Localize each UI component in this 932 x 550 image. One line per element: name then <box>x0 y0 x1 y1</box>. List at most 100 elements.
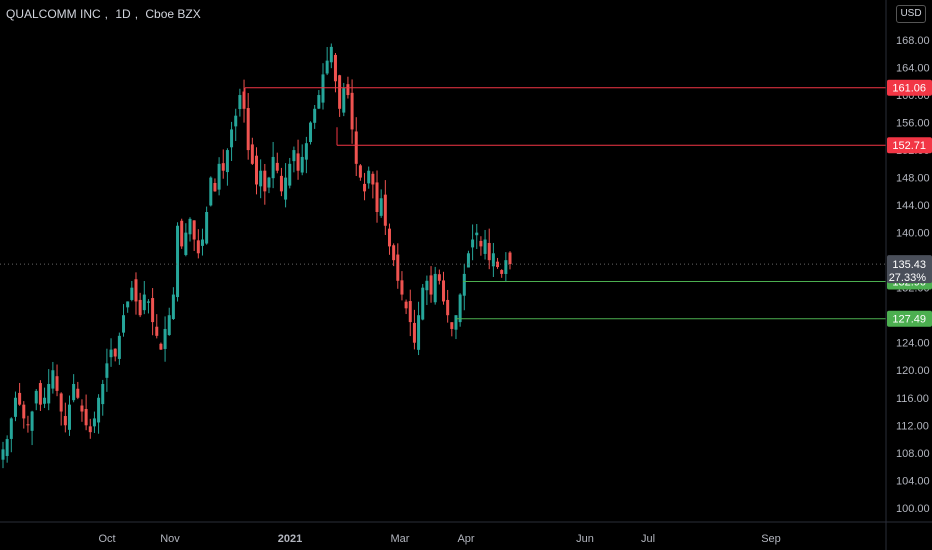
candle-body <box>433 273 437 303</box>
candle-body <box>288 163 292 186</box>
candle-body <box>375 182 379 212</box>
candle-body <box>500 270 504 274</box>
candle-body <box>363 183 367 192</box>
candle-body <box>392 245 396 261</box>
interval-label: 1D <box>115 7 131 21</box>
candles-layer <box>1 43 512 469</box>
candle-body <box>43 397 47 404</box>
candle-body <box>9 418 13 439</box>
candle-body <box>72 384 76 401</box>
time-tick-label: Nov <box>160 533 180 545</box>
candle-body <box>429 275 433 295</box>
candle-body <box>346 84 350 96</box>
candle-body <box>400 280 404 295</box>
candle-body <box>130 287 134 300</box>
candle-body <box>238 95 242 110</box>
candle-body <box>321 74 325 103</box>
candle-body <box>396 254 400 281</box>
price-tick-label: 100.00 <box>896 503 930 515</box>
candle-body <box>51 370 55 389</box>
candle-body <box>462 273 466 296</box>
candle-body <box>34 390 38 404</box>
candle-body <box>38 383 42 405</box>
candle-body <box>250 144 254 164</box>
candle-body <box>421 287 425 320</box>
candle-body <box>371 173 375 185</box>
chart-title: QUALCOMM INC, 1D, Cboe BZX <box>6 7 201 21</box>
last-price-tag <box>887 255 932 284</box>
candle-body <box>176 225 180 298</box>
candle-body <box>292 150 296 162</box>
candle-body <box>313 108 317 123</box>
candle-body <box>479 240 483 247</box>
candle-body <box>200 239 204 246</box>
symbol-name: QUALCOMM INC <box>6 7 101 21</box>
candle-body <box>101 384 105 405</box>
price-tick-label: 144.00 <box>896 200 930 212</box>
candle-body <box>13 397 17 417</box>
candle-body <box>80 405 84 412</box>
levels-layer <box>0 87 886 320</box>
candle-body <box>296 153 300 171</box>
candle-body <box>255 155 258 185</box>
candle-body <box>263 170 267 192</box>
currency-button[interactable]: USD <box>896 5 926 23</box>
candle-body <box>234 115 238 127</box>
time-tick-label: 2021 <box>278 533 302 545</box>
candle-body <box>213 182 217 192</box>
time-tick-label: Sep <box>761 533 781 545</box>
price-tick-label: 148.00 <box>896 173 930 185</box>
price-tick-label: 108.00 <box>896 448 930 460</box>
candle-body <box>67 404 71 430</box>
candle-body <box>84 408 88 426</box>
candle-body <box>309 122 313 143</box>
price-tick-label: 164.00 <box>896 63 930 75</box>
candle-body <box>155 326 159 336</box>
candle-body <box>317 95 321 109</box>
candle-body <box>442 280 446 302</box>
exchange-label: Cboe BZX <box>145 7 201 21</box>
time-tick-label: Mar <box>391 533 410 545</box>
price-tag-label: 152.71 <box>892 140 926 152</box>
candle-body <box>105 363 109 378</box>
candle-body <box>284 177 288 200</box>
candle-body <box>117 335 121 359</box>
price-tag <box>887 79 932 96</box>
candle-body <box>387 228 391 247</box>
candle-body <box>496 261 500 268</box>
candle-body <box>134 279 138 302</box>
candle-body <box>417 315 421 350</box>
candle-body <box>275 162 279 171</box>
candle-body <box>367 170 371 184</box>
time-tick-label: Jun <box>576 533 594 545</box>
candle-body <box>466 253 470 268</box>
candle-body <box>350 92 354 130</box>
candle-body <box>354 131 358 164</box>
candle-body <box>151 298 155 323</box>
candle-body <box>271 156 275 179</box>
candle-body <box>491 253 495 267</box>
candle-body <box>425 280 429 291</box>
candle-body <box>329 46 333 63</box>
candle-body <box>508 252 512 265</box>
candle-body <box>259 170 263 187</box>
price-tick-label: 112.00 <box>896 420 929 432</box>
candle-body <box>446 299 450 316</box>
candle-body <box>217 163 221 190</box>
candle-body <box>122 315 126 333</box>
candle-body <box>146 301 150 303</box>
price-tag <box>887 137 932 154</box>
candle-body <box>333 54 337 82</box>
candle-body <box>450 322 454 329</box>
price-tick-label: 168.00 <box>896 35 930 47</box>
candle-body <box>504 260 508 274</box>
candle-body <box>109 349 113 358</box>
candle-body <box>221 163 225 171</box>
candle-body <box>342 88 346 113</box>
candle-body <box>412 322 416 343</box>
candle-body <box>142 294 146 311</box>
candle-body <box>404 301 408 309</box>
candle-body <box>47 384 51 404</box>
